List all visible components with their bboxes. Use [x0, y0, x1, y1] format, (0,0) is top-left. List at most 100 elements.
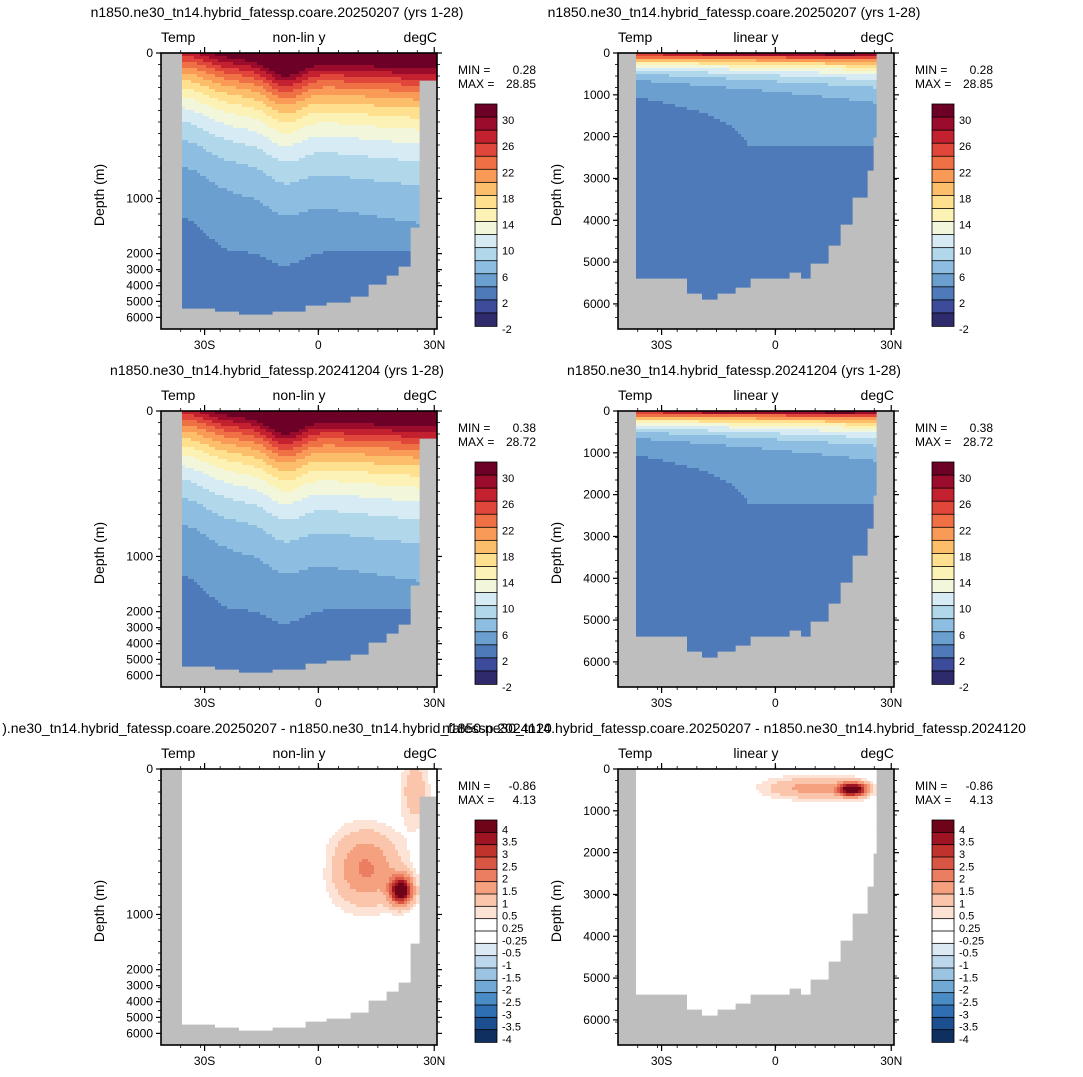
- contour-cell: [305, 269, 309, 273]
- contour-cell: [275, 251, 279, 255]
- contour-cell: [281, 176, 285, 180]
- contour-cell: [227, 143, 231, 147]
- contour-cell: [326, 71, 330, 75]
- contour-cell: [296, 65, 300, 69]
- contour-cell: [290, 161, 294, 165]
- contour-cell: [266, 191, 270, 195]
- contour-cell: [257, 185, 261, 189]
- contour-cell: [347, 206, 351, 210]
- contour-cell: [287, 119, 291, 123]
- contour-cell: [293, 218, 297, 222]
- contour-cell: [272, 293, 276, 297]
- contour-cell: [224, 257, 228, 261]
- contour-cell: [278, 170, 282, 174]
- contour-cell: [296, 197, 300, 201]
- contour-cell: [314, 221, 318, 225]
- contour-cell: [197, 125, 201, 129]
- contour-cell: [269, 188, 273, 192]
- contour-cell: [251, 101, 255, 105]
- contour-cell: [194, 161, 198, 165]
- contour-cell: [182, 200, 186, 204]
- contour-cell: [338, 53, 342, 57]
- contour-cell: [296, 101, 300, 105]
- contour-cell: [305, 227, 309, 231]
- contour-cell: [281, 161, 285, 165]
- contour-cell: [245, 134, 249, 138]
- contour-cell: [203, 182, 207, 186]
- contour-cell: [356, 131, 360, 135]
- contour-cell: [353, 248, 357, 252]
- contour-cell: [341, 173, 345, 177]
- contour-cell: [194, 101, 198, 105]
- contour-cell: [260, 149, 264, 153]
- contour-cell: [236, 212, 240, 216]
- contour-cell: [290, 167, 294, 171]
- contour-cell: [308, 227, 312, 231]
- contour-cell: [194, 71, 198, 75]
- contour-cell: [263, 209, 267, 213]
- contour-cell: [194, 194, 198, 198]
- contour-cell: [188, 80, 192, 84]
- contour-cell: [311, 194, 315, 198]
- contour-cell: [314, 158, 318, 162]
- contour-cell: [269, 128, 273, 132]
- contour-cell: [242, 176, 246, 180]
- contour-cell: [221, 53, 225, 57]
- contour-cell: [329, 164, 333, 168]
- contour-cell: [260, 131, 264, 135]
- contour-cell: [341, 221, 345, 225]
- contour-cell: [341, 116, 345, 120]
- contour-cell: [320, 194, 324, 198]
- contour-cell: [218, 143, 222, 147]
- contour-cell: [230, 275, 234, 279]
- contour-cell: [188, 287, 192, 291]
- contour-cell: [230, 182, 234, 186]
- contour-cell: [263, 191, 267, 195]
- contour-cell: [182, 254, 186, 258]
- contour-cell: [197, 263, 201, 267]
- contour-cell: [239, 170, 243, 174]
- contour-cell: [353, 167, 357, 171]
- contour-cell: [239, 239, 243, 243]
- contour-cell: [191, 92, 195, 96]
- contour-cell: [227, 299, 231, 303]
- contour-cell: [299, 287, 303, 291]
- contour-cell: [188, 254, 192, 258]
- contour-cell: [197, 287, 201, 291]
- contour-cell: [350, 290, 354, 294]
- contour-cell: [209, 164, 213, 168]
- contour-cell: [233, 56, 237, 60]
- contour-cell: [278, 152, 282, 156]
- contour-cell: [257, 176, 261, 180]
- contour-cell: [236, 251, 240, 255]
- contour-cell: [335, 161, 339, 165]
- contour-cell: [266, 200, 270, 204]
- contour-cell: [206, 188, 210, 192]
- contour-cell: [317, 251, 321, 255]
- contour-cell: [293, 95, 297, 99]
- contour-cell: [227, 239, 231, 243]
- contour-cell: [278, 194, 282, 198]
- contour-cell: [227, 293, 231, 297]
- contour-cell: [212, 191, 216, 195]
- contour-cell: [233, 290, 237, 294]
- contour-cell: [266, 245, 270, 249]
- contour-cell: [188, 98, 192, 102]
- contour-cell: [212, 176, 216, 180]
- contour-cell: [266, 272, 270, 276]
- contour-cell: [347, 122, 351, 126]
- contour-cell: [296, 77, 300, 81]
- contour-cell: [323, 269, 327, 273]
- contour-cell: [314, 281, 318, 285]
- contour-cell: [344, 143, 348, 147]
- contour-cell: [353, 206, 357, 210]
- contour-cell: [287, 203, 291, 207]
- contour-cell: [230, 98, 234, 102]
- contour-cell: [287, 65, 291, 69]
- contour-cell: [350, 179, 354, 183]
- contour-cell: [287, 206, 291, 210]
- contour-cell: [356, 161, 360, 165]
- contour-cell: [212, 242, 216, 246]
- contour-cell: [326, 68, 330, 72]
- contour-cell: [311, 158, 315, 162]
